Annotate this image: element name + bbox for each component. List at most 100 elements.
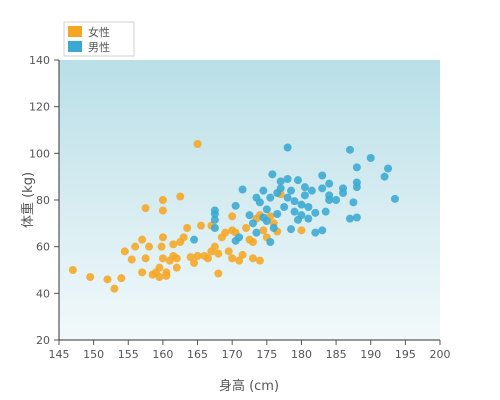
data-point-male[interactable] [190,235,199,244]
data-point-male[interactable] [238,185,247,194]
data-point-female[interactable] [155,273,164,281]
data-point-male[interactable] [318,184,327,193]
data-point-male[interactable] [290,197,299,206]
data-point-male[interactable] [266,238,275,246]
data-point-male[interactable] [318,171,327,180]
data-point-female[interactable] [214,249,223,258]
data-point-male[interactable] [231,201,240,210]
data-point-female[interactable] [224,247,233,256]
data-point-male[interactable] [339,189,348,197]
data-point-male[interactable] [352,178,361,187]
data-point-male[interactable] [283,175,292,183]
data-point-male[interactable] [307,186,316,195]
data-point-male[interactable] [325,191,334,200]
data-point-female[interactable] [248,254,257,263]
data-point-male[interactable] [345,145,354,154]
data-point-male[interactable] [259,186,268,195]
data-point-male[interactable] [276,184,285,193]
data-point-male[interactable] [283,193,292,202]
data-point-male[interactable] [349,198,358,207]
data-point-male[interactable] [276,177,285,186]
data-point-male[interactable] [248,219,257,228]
data-point-female[interactable] [127,255,136,264]
data-point-male[interactable] [262,205,271,214]
data-point-female[interactable] [210,242,219,251]
data-point-female[interactable] [169,240,178,249]
data-point-male[interactable] [268,170,277,179]
data-point-male[interactable] [390,194,399,203]
data-point-female[interactable] [68,266,77,274]
data-point-male[interactable] [380,172,389,181]
data-point-male[interactable] [304,203,313,211]
data-point-female[interactable] [197,221,206,230]
data-point-male[interactable] [300,191,309,200]
data-point-male[interactable] [210,224,219,232]
data-point-male[interactable] [311,208,320,217]
data-point-male[interactable] [245,211,254,220]
data-point-male[interactable] [366,154,375,162]
data-point-male[interactable] [297,211,306,220]
data-point-female[interactable] [162,268,171,277]
data-point-female[interactable] [158,196,167,204]
data-point-female[interactable] [203,254,212,263]
data-point-male[interactable] [266,193,275,202]
data-point-female[interactable] [186,253,195,262]
data-point-female[interactable] [172,263,181,272]
data-point-female[interactable] [120,247,129,256]
data-point-male[interactable] [300,183,309,192]
data-point-male[interactable] [311,228,320,237]
data-point-female[interactable] [228,212,237,221]
legend-label-female[interactable]: 女性 [88,25,110,39]
data-point-female[interactable] [155,263,164,272]
data-point-male[interactable] [255,198,264,207]
data-point-female[interactable] [193,140,202,148]
data-point-male[interactable] [325,179,334,188]
data-point-male[interactable] [287,186,296,195]
data-point-male[interactable] [293,176,302,185]
data-point-female[interactable] [235,256,244,265]
data-point-male[interactable] [332,196,341,204]
data-point-male[interactable] [290,207,299,216]
data-point-female[interactable] [214,269,223,278]
data-point-female[interactable] [248,238,257,246]
data-point-female[interactable] [138,235,147,244]
data-point-male[interactable] [345,214,354,223]
data-point-male[interactable] [297,200,306,209]
data-point-female[interactable] [193,252,202,260]
data-point-female[interactable] [238,250,247,259]
data-point-female[interactable] [117,274,126,283]
data-point-female[interactable] [110,284,119,293]
data-point-male[interactable] [252,228,261,237]
data-point-female[interactable] [141,254,150,263]
data-point-female[interactable] [259,226,268,235]
data-point-male[interactable] [304,214,313,223]
data-point-female[interactable] [183,224,192,232]
data-point-female[interactable] [86,273,95,281]
data-point-female[interactable] [141,204,150,213]
data-point-female[interactable] [145,242,154,251]
data-point-female[interactable] [255,256,264,265]
data-point-female[interactable] [158,206,167,215]
data-point-female[interactable] [228,254,237,263]
data-point-female[interactable] [138,268,147,277]
data-point-female[interactable] [242,224,251,232]
data-point-female[interactable] [157,242,166,251]
legend-label-male[interactable]: 男性 [88,40,110,54]
data-point-female[interactable] [131,242,140,251]
data-point-male[interactable] [235,233,244,242]
data-point-female[interactable] [190,259,199,267]
data-point-male[interactable] [283,143,292,152]
data-point-male[interactable] [280,203,289,211]
data-point-male[interactable] [321,207,330,216]
data-point-male[interactable] [352,163,361,172]
data-point-female[interactable] [176,192,185,201]
data-point-female[interactable] [158,233,167,242]
data-point-male[interactable] [273,210,282,218]
data-point-male[interactable] [269,224,278,232]
data-point-female[interactable] [179,233,188,242]
data-point-male[interactable] [262,217,271,225]
data-point-male[interactable] [352,213,361,222]
data-point-female[interactable] [297,226,306,235]
data-point-female[interactable] [221,228,230,237]
data-point-male[interactable] [384,164,393,173]
